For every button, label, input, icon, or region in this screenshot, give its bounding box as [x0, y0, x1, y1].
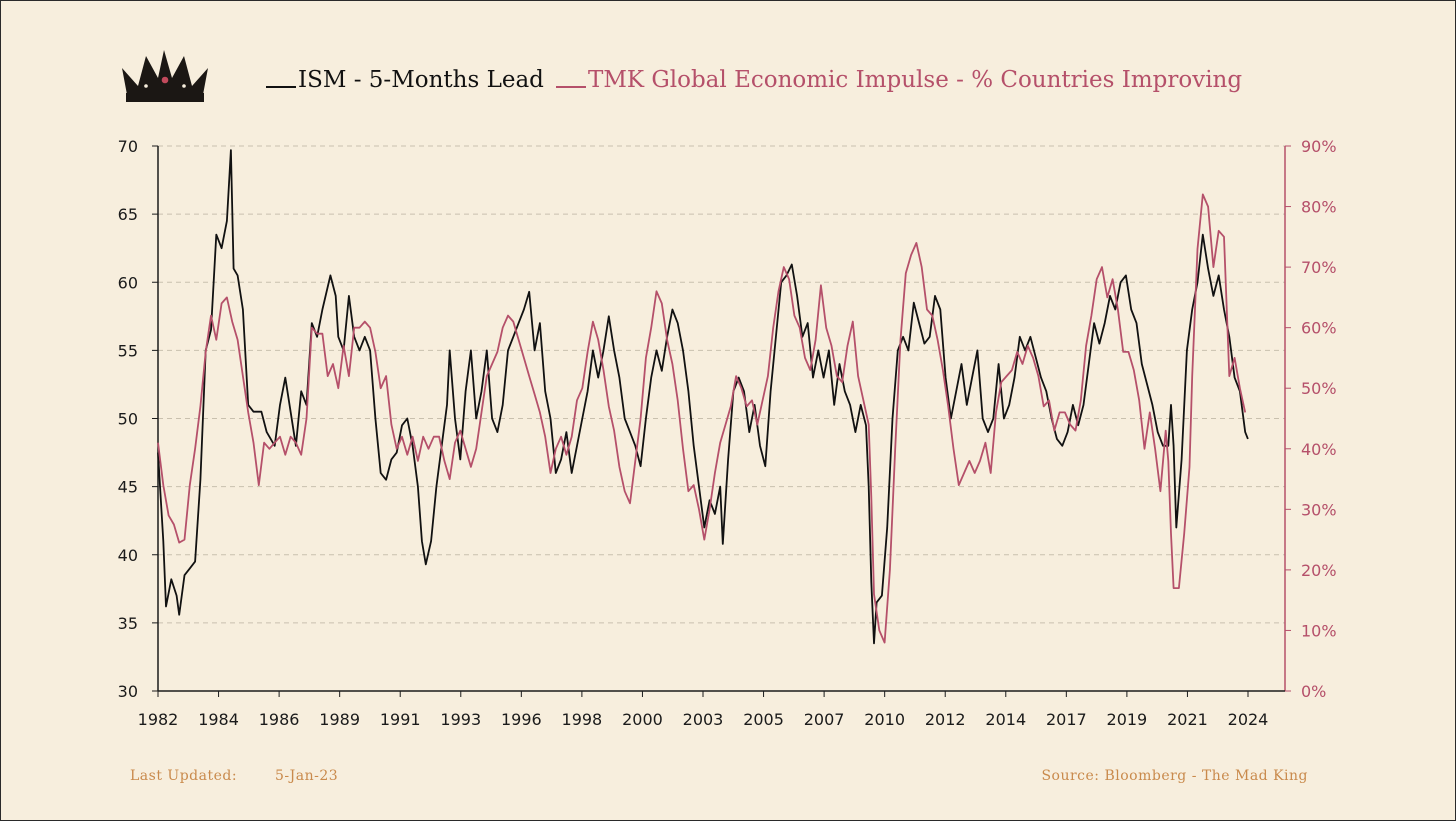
legend-label-tmk: TMK Global Economic Impulse - % Countrie… — [588, 67, 1242, 93]
x-tick-label: 2021 — [1167, 710, 1208, 729]
source-label: Source: Bloomberg - The Mad King — [1041, 768, 1308, 784]
x-tick-label: 2014 — [985, 710, 1026, 729]
y-right-tick-label: 90% — [1301, 137, 1337, 156]
x-tick-label: 2010 — [864, 710, 905, 729]
last-updated-value: 5-Jan-23 — [275, 768, 338, 784]
x-tick-label: 2005 — [743, 710, 784, 729]
x-tick-label: 2007 — [804, 710, 845, 729]
y-left-tick-label: 30 — [118, 682, 138, 701]
y-right-tick-label: 80% — [1301, 198, 1337, 217]
y-right-tick-label: 70% — [1301, 258, 1337, 277]
y-right-tick-label: 0% — [1301, 682, 1326, 701]
y-right-tick-label: 60% — [1301, 319, 1337, 338]
series-line-tmk — [157, 193, 1247, 644]
y-left-tick-label: 45 — [118, 478, 138, 497]
y-left-tick-label: 35 — [118, 614, 138, 633]
y-right-tick-label: 50% — [1301, 379, 1337, 398]
x-tick-label: 1982 — [138, 710, 179, 729]
x-tick-label: 2019 — [1107, 710, 1148, 729]
y-left-tick-label: 55 — [118, 341, 138, 360]
x-tick-label: 2000 — [622, 710, 663, 729]
legend: ISM - 5-Months Lead TMK Global Economic … — [266, 67, 1242, 93]
y-right-tick-label: 30% — [1301, 500, 1337, 519]
last-updated-label: Last Updated: — [130, 768, 237, 784]
grid-lines — [158, 145, 1285, 624]
x-tick-label: 1991 — [380, 710, 421, 729]
y-right-tick-label: 20% — [1301, 561, 1337, 580]
y-left-tick-label: 60 — [118, 273, 138, 292]
series-lines — [157, 149, 1249, 645]
x-tick-label: 2012 — [925, 710, 966, 729]
y-left-tick-label: 40 — [118, 546, 138, 565]
x-tick-label: 2003 — [683, 710, 724, 729]
y-left-tick-label: 65 — [118, 205, 138, 224]
y-right-tick-label: 10% — [1301, 621, 1337, 640]
series-line-ism — [157, 149, 1249, 645]
crown-icon — [122, 50, 208, 102]
x-tick-label: 2017 — [1046, 710, 1087, 729]
x-tick-label: 1986 — [259, 710, 300, 729]
x-tick-label: 1998 — [562, 710, 603, 729]
x-tick-label: 1984 — [198, 710, 239, 729]
x-tick-label: 1989 — [319, 710, 360, 729]
legend-label-ism: ISM - 5-Months Lead — [298, 67, 544, 93]
x-tick-label: 2024 — [1228, 710, 1269, 729]
y-left-tick-label: 70 — [118, 137, 138, 156]
y-right-tick-label: 40% — [1301, 440, 1337, 459]
x-tick-label: 1996 — [501, 710, 542, 729]
axes: 30 35 40 45 50 55 60 65 70 0% 10% 20% 30% 40% 50% 60% 70… — [118, 137, 1337, 729]
y-left-tick-label: 50 — [118, 410, 138, 429]
x-tick-label: 1993 — [440, 710, 481, 729]
